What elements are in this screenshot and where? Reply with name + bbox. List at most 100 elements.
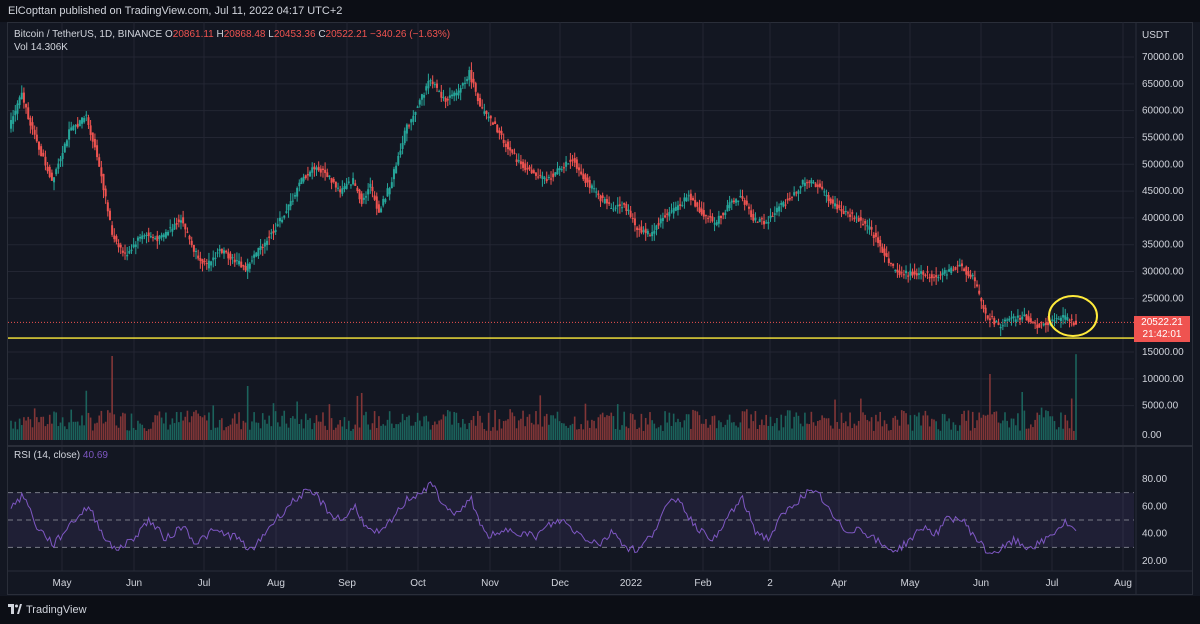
candle-body xyxy=(242,265,245,267)
low-value: 20453.36 xyxy=(273,29,316,40)
volume-bar xyxy=(1008,427,1011,440)
volume-bar xyxy=(571,423,574,440)
volume-bar xyxy=(999,423,1002,440)
volume-bar xyxy=(31,427,34,440)
volume-bar xyxy=(933,419,935,440)
candle-body xyxy=(702,210,705,217)
candle-body xyxy=(937,277,940,279)
candle-body xyxy=(547,177,550,179)
tradingview-logo[interactable]: TradingView xyxy=(8,604,87,616)
time-tick-label: Dec xyxy=(551,578,569,589)
volume-bar xyxy=(466,429,468,440)
volume-bar xyxy=(989,374,991,440)
candle-body xyxy=(930,274,933,279)
candle-body xyxy=(545,178,548,182)
candle-body xyxy=(593,188,596,190)
candle-body xyxy=(74,124,77,127)
candle-body xyxy=(683,197,686,202)
volume-bar xyxy=(79,425,81,440)
time-tick-label: Sep xyxy=(338,578,356,589)
candle-body xyxy=(565,161,568,167)
volume-bar xyxy=(298,423,301,440)
volume-bar xyxy=(1036,412,1039,440)
candle-body xyxy=(857,217,860,222)
volume-bar xyxy=(347,420,350,440)
volume-bar xyxy=(158,411,161,440)
candle-body xyxy=(278,217,281,222)
candle-body xyxy=(158,236,161,240)
candle-body xyxy=(638,228,641,230)
volume-bar xyxy=(548,424,550,440)
candle-body xyxy=(681,204,684,206)
volume-bar xyxy=(702,423,705,440)
volume-bar xyxy=(573,416,576,440)
volume-bar xyxy=(134,429,137,440)
candle-body xyxy=(347,181,350,183)
candle-body xyxy=(405,124,408,134)
volume-bar xyxy=(326,429,329,440)
volume-bar xyxy=(565,425,567,440)
candle-body xyxy=(950,267,953,273)
volume-bar xyxy=(367,424,369,440)
volume-bar xyxy=(117,427,120,440)
candle-body xyxy=(692,197,695,201)
candle-body xyxy=(377,204,380,213)
volume-bar xyxy=(1070,398,1073,440)
candle-body xyxy=(1021,316,1024,320)
time-tick-label: May xyxy=(53,578,72,589)
time-tick-label: Oct xyxy=(410,578,426,589)
candle-body xyxy=(468,70,471,80)
volume-bar xyxy=(939,430,942,440)
volume-bar xyxy=(812,422,815,440)
candle-body xyxy=(362,197,365,200)
volume-bar xyxy=(59,422,62,440)
volume-bar xyxy=(76,421,79,440)
candle-body xyxy=(806,182,809,184)
candle-body xyxy=(621,207,624,209)
candle-body xyxy=(281,219,284,223)
volume-bar xyxy=(53,411,55,440)
candle-body xyxy=(330,177,333,183)
candle-body xyxy=(737,200,740,203)
volume-bar xyxy=(42,416,45,440)
candle-body xyxy=(851,212,854,214)
candle-body xyxy=(108,210,111,220)
volume-bar xyxy=(388,411,391,440)
candle-body xyxy=(438,91,441,93)
volume-bar xyxy=(63,426,66,440)
candle-body xyxy=(481,107,484,109)
candle-body xyxy=(124,252,127,254)
volume-bar xyxy=(147,429,150,440)
candle-body xyxy=(89,125,92,135)
volume-bar xyxy=(653,423,656,440)
volume-bar xyxy=(414,421,417,440)
volume-bar xyxy=(524,426,527,440)
volume-bar xyxy=(662,430,664,440)
candle-body xyxy=(136,237,139,241)
candle-body xyxy=(960,263,963,267)
volume-bar xyxy=(896,419,899,440)
candle-body xyxy=(386,188,389,197)
volume-bar xyxy=(124,413,126,440)
volume-bar xyxy=(477,411,479,440)
volume-bar xyxy=(481,422,483,440)
candle-series xyxy=(10,62,1077,337)
candle-body xyxy=(517,160,520,162)
candle-body xyxy=(444,97,447,102)
candle-body xyxy=(655,225,658,230)
candle-body xyxy=(976,284,979,287)
candle-body xyxy=(537,176,540,178)
volume-bar xyxy=(132,427,135,440)
candle-body xyxy=(556,168,559,175)
candle-body xyxy=(201,259,204,264)
candle-body xyxy=(341,188,344,194)
rsi-legend: RSI (14, close) 40.69 xyxy=(14,450,108,461)
volume-bar xyxy=(94,423,96,440)
volume-bar xyxy=(844,421,847,440)
volume-bar xyxy=(756,428,759,440)
volume-bar xyxy=(335,427,337,440)
volume-bar xyxy=(236,423,238,440)
candle-body xyxy=(121,250,124,253)
candle-body xyxy=(483,111,486,114)
